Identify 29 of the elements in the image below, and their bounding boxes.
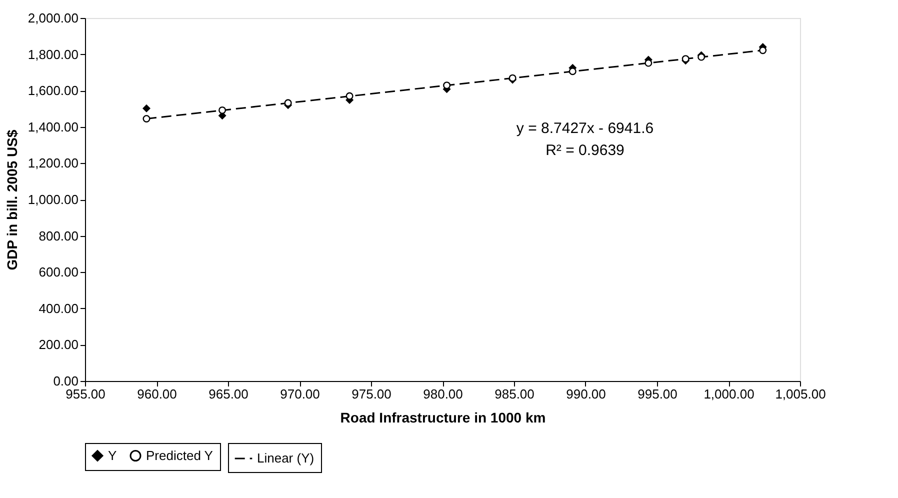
- y-tick-label: 1,000.00: [28, 192, 78, 207]
- y-tick-label: 800.00: [38, 228, 78, 244]
- x-tick-label: 1,000.00: [704, 386, 754, 402]
- legend-label: Y: [108, 448, 117, 463]
- x-tick-label: 960.00: [137, 386, 177, 402]
- y-tick-label: 1,200.00: [28, 156, 78, 171]
- x-tick-label: 975.00: [352, 386, 392, 402]
- y-tick-label: 1,400.00: [28, 119, 78, 134]
- y-tick-label: 600.00: [38, 264, 78, 280]
- x-tick-label: 970.00: [280, 386, 320, 402]
- x-tick-label: 995.00: [638, 386, 678, 402]
- x-tick-label: 985.00: [494, 386, 534, 402]
- annotation: R² = 0.9639: [546, 142, 624, 159]
- y-tick-label: 0.00: [53, 374, 78, 388]
- x-tick-label: 980.00: [423, 386, 463, 402]
- x-axis-title: Road Infrastructure in 1000 km: [340, 410, 546, 426]
- legend-label: Linear (Y): [257, 450, 314, 466]
- x-tick-label: 955.00: [66, 386, 106, 402]
- y-tick-label: 1,800.00: [28, 46, 78, 62]
- x-tick-label: 965.00: [208, 386, 248, 402]
- y-tick-label: 2,000.00: [28, 10, 78, 26]
- y-tick-label: 200.00: [38, 337, 78, 352]
- y-tick-label: 1,600.00: [28, 83, 78, 98]
- annotation: y = 8.7427x - 6941.6: [516, 120, 654, 137]
- x-tick-label: 1,005.00: [775, 386, 826, 402]
- legend-label: Predicted Y: [146, 448, 214, 463]
- y-axis-title: GDP in bill. 2005 US$: [4, 130, 20, 270]
- x-tick-label: 990.00: [566, 386, 606, 402]
- y-tick-label: 400.00: [38, 300, 78, 316]
